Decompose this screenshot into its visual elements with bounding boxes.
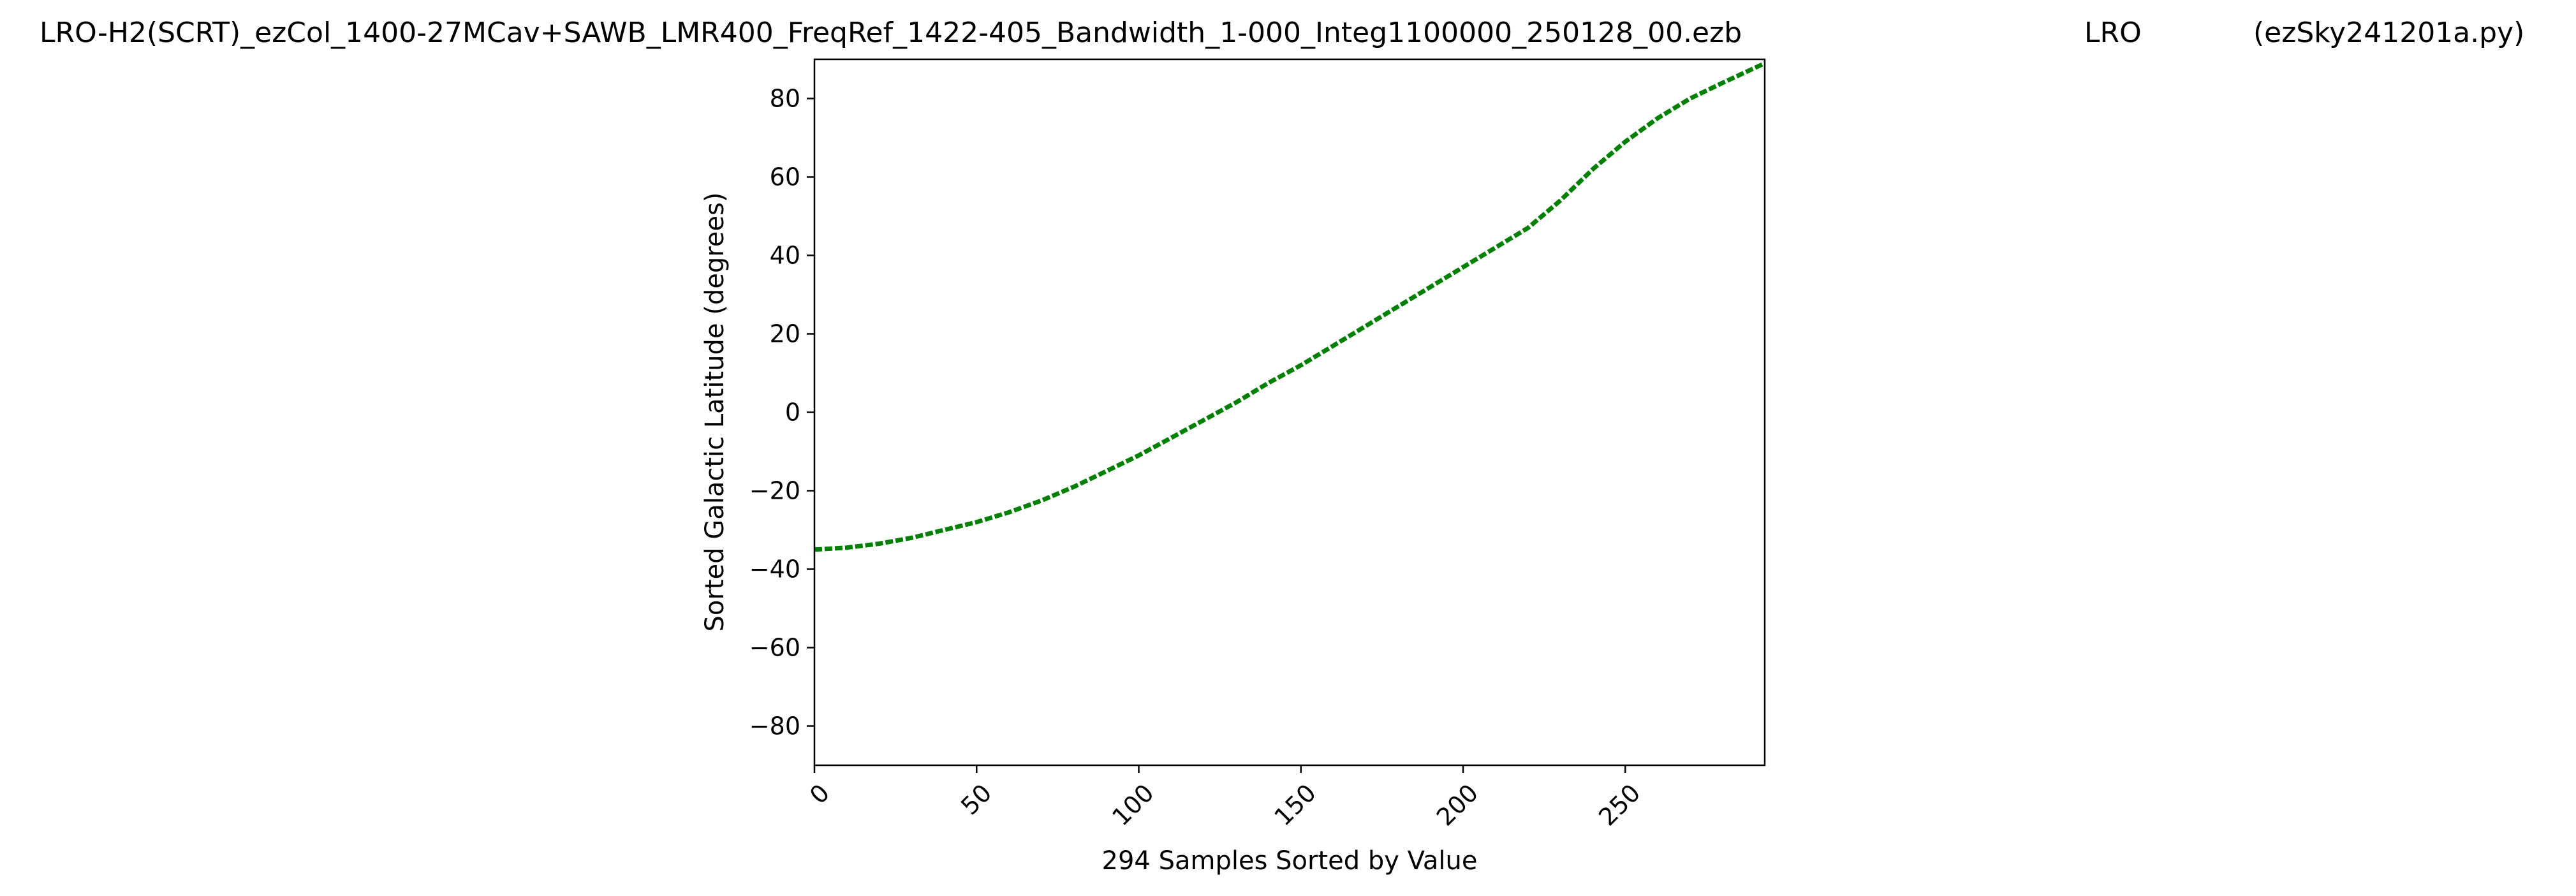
x-tick-label: 150	[1269, 779, 1321, 831]
x-tick-label: 50	[955, 779, 997, 820]
x-tick-label: 100	[1107, 779, 1159, 831]
y-tick-label: 80	[770, 85, 800, 113]
y-axis-label: Sorted Galactic Latitude (degrees)	[700, 193, 730, 632]
y-tick-label: −40	[749, 555, 800, 584]
series-layer	[814, 61, 1766, 552]
title-site: LRO	[2084, 17, 2142, 49]
data-series-0	[814, 61, 1766, 552]
title-filename: LRO-H2(SCRT)_ezCol_1400-27MCav+SAWB_LMR4…	[40, 17, 1742, 49]
y-tick-label: 40	[770, 242, 800, 270]
y-axis: −80 −60 −40 −20 0 20 40 60 80	[749, 85, 814, 740]
y-tick-label: 0	[785, 399, 800, 427]
x-axis-label: 294 Samples Sorted by Value	[1102, 846, 1478, 876]
title-program: (ezSky241201a.py)	[2253, 17, 2524, 49]
chart-title: LRO-H2(SCRT)_ezCol_1400-27MCav+SAWB_LMR4…	[40, 17, 2524, 49]
x-tick-label: 200	[1431, 779, 1483, 831]
y-tick-label: −20	[749, 477, 800, 505]
plot-area	[814, 59, 1765, 765]
y-tick-label: −60	[749, 634, 800, 662]
y-tick-label: −80	[749, 712, 800, 740]
x-tick-label: 0	[804, 779, 835, 809]
x-axis: 0 50 100 150 200 250	[804, 765, 1645, 831]
y-tick-label: 20	[770, 320, 800, 348]
y-tick-label: 60	[770, 163, 800, 191]
x-tick-label: 250	[1593, 779, 1645, 831]
